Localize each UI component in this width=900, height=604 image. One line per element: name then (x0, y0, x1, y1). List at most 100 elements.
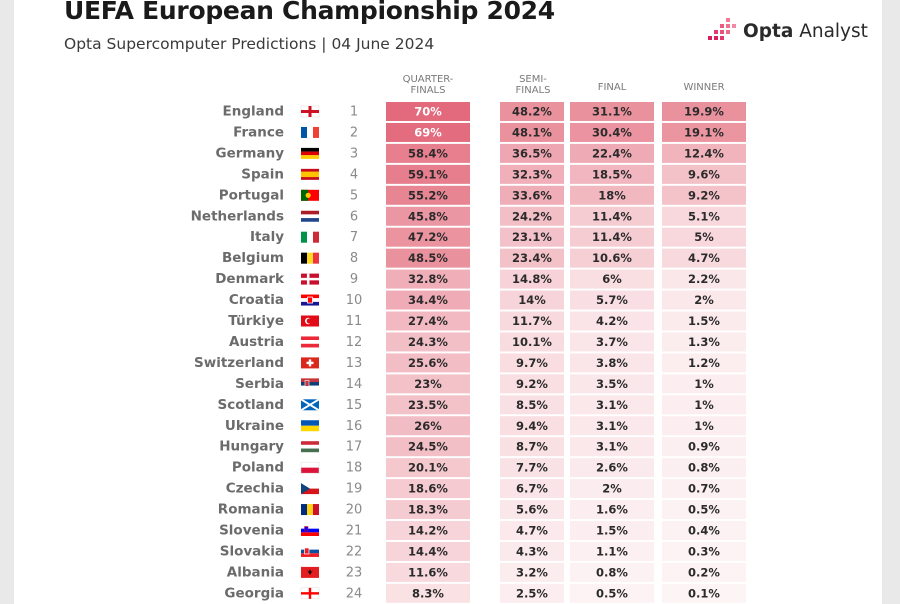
value-label-final: 3.1% (596, 440, 628, 454)
heat-cell-sf (500, 541, 564, 561)
value-label-final: 3.8% (596, 356, 628, 370)
team-rank: 13 (346, 356, 363, 371)
heat-cell-qf (386, 395, 470, 415)
value-label-qf: 20.1% (408, 461, 448, 475)
ukraine-flag (301, 420, 319, 432)
value-label-sf: 33.6% (512, 188, 552, 202)
value-label-sf: 8.7% (516, 440, 548, 454)
heat-cell-winner (662, 185, 746, 205)
value-label-sf: 14% (518, 293, 546, 307)
value-label-winner: 0.2% (688, 565, 720, 579)
heat-cell-final (570, 353, 654, 373)
hungary-flag (301, 441, 319, 453)
heat-cell-qf (386, 479, 470, 499)
value-label-winner: 1.5% (688, 314, 720, 328)
value-label-qf: 14.4% (408, 544, 448, 558)
value-label-final: 22.4% (592, 146, 632, 160)
value-label-sf: 4.7% (516, 524, 548, 538)
value-label-final: 2% (602, 482, 622, 496)
value-label-winner: 0.3% (688, 544, 720, 558)
column-header-sf: FINALS (516, 85, 551, 96)
team-name: Scotland (218, 397, 284, 413)
england-flag (300, 105, 320, 118)
serbia-flag (301, 378, 319, 390)
value-label-qf: 58.4% (408, 146, 448, 160)
value-label-qf: 55.2% (408, 188, 448, 202)
heat-cell-qf (386, 143, 470, 163)
value-label-winner: 0.1% (688, 586, 720, 600)
team-name: Switzerland (194, 355, 284, 371)
poland-flag (300, 461, 320, 474)
value-label-sf: 6.7% (516, 482, 548, 496)
column-header-qf: FINALS (411, 85, 446, 96)
team-name: Belgium (222, 250, 284, 266)
heat-cell-final (570, 269, 654, 289)
team-rank: 16 (346, 419, 363, 434)
heat-cell-winner (662, 458, 746, 478)
heat-cell-winner (662, 332, 746, 352)
heat-cell-winner (662, 562, 746, 582)
value-label-qf: 59.1% (408, 167, 448, 181)
heat-cell-winner (662, 374, 746, 394)
heat-cell-winner (662, 583, 746, 603)
page-title: UEFA European Championship 2024 (64, 0, 555, 25)
heat-cell-winner (662, 206, 746, 226)
team-name: Serbia (235, 376, 284, 392)
croatia-flag (301, 294, 319, 306)
heat-cell-qf (386, 185, 470, 205)
heat-cell-winner (662, 353, 746, 373)
heat-cell-qf (386, 562, 470, 582)
heat-cell-final (570, 479, 654, 499)
albania-flag (301, 566, 319, 578)
heat-cell-final (570, 332, 654, 352)
team-name: Portugal (219, 187, 284, 203)
team-name: Albania (227, 564, 284, 580)
value-label-qf: 45.8% (408, 209, 448, 223)
value-label-winner: 1% (694, 419, 714, 433)
heat-cell-winner (662, 290, 746, 310)
team-name: France (233, 124, 284, 140)
value-label-winner: 12.4% (684, 146, 724, 160)
value-label-sf: 23.4% (512, 251, 552, 265)
heat-cell-sf (500, 311, 564, 331)
value-label-sf: 4.3% (516, 544, 548, 558)
value-label-final: 1.1% (596, 544, 628, 558)
georgia-flag (300, 587, 320, 600)
value-label-winner: 0.7% (688, 482, 720, 496)
team-rank: 23 (346, 565, 363, 580)
value-label-qf: 18.6% (408, 482, 448, 496)
heat-cell-winner (662, 479, 746, 499)
team-rank: 21 (346, 524, 363, 539)
heat-cell-qf (386, 458, 470, 478)
spain-flag (301, 168, 319, 180)
heat-cell-sf (500, 185, 564, 205)
france-flag (301, 126, 319, 138)
team-name: Türkiye (228, 313, 284, 329)
slovenia-flag (301, 525, 319, 536)
value-label-winner: 1% (694, 377, 714, 391)
team-name: Ukraine (225, 418, 284, 434)
value-label-qf: 27.4% (408, 314, 448, 328)
heat-cell-winner (662, 521, 746, 540)
value-label-sf: 5.6% (516, 503, 548, 517)
value-label-sf: 8.5% (516, 398, 548, 412)
value-label-qf: 23.5% (408, 398, 448, 412)
team-name: Denmark (215, 271, 285, 287)
heat-cell-qf (386, 227, 470, 247)
team-rank: 22 (346, 544, 363, 559)
value-label-winner: 19.1% (684, 125, 724, 139)
heat-cell-winner (662, 541, 746, 561)
heat-cell-qf (386, 248, 470, 268)
value-label-sf: 24.2% (512, 209, 552, 223)
heat-cell-final (570, 164, 654, 184)
value-label-winner: 5% (694, 230, 714, 244)
team-rank: 12 (346, 335, 363, 350)
heat-cell-winner (662, 437, 746, 457)
heat-cell-sf (500, 143, 564, 163)
value-label-qf: 70% (414, 105, 442, 119)
value-label-sf: 48.2% (512, 105, 552, 119)
value-label-winner: 19.9% (684, 105, 724, 119)
value-label-winner: 2.2% (688, 272, 720, 286)
value-label-winner: 0.9% (688, 440, 720, 454)
team-name: Croatia (229, 292, 284, 308)
